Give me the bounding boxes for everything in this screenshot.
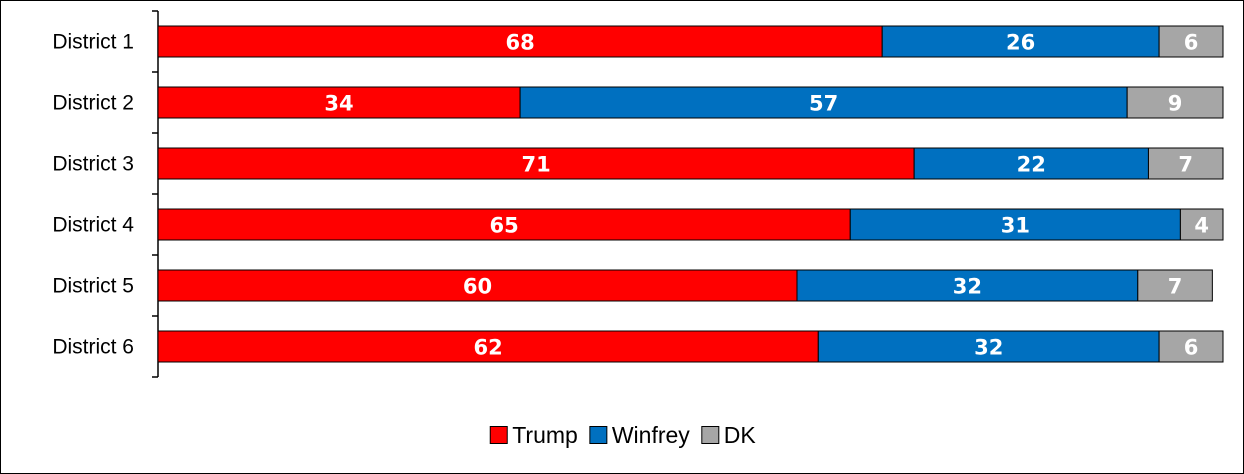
data-label-winfrey: 31 — [1001, 214, 1030, 238]
bar-dk — [1147, 147, 1224, 180]
bar-dk — [1137, 269, 1213, 302]
bar-trump — [157, 330, 819, 363]
legend: Trump Winfrey DK — [489, 422, 757, 448]
bar-trump — [157, 269, 798, 302]
data-label-dk: 7 — [1178, 153, 1193, 177]
bar-dk — [1126, 86, 1224, 119]
legend-label-winfrey: Winfrey — [612, 422, 690, 448]
data-label-dk: 9 — [1168, 92, 1183, 116]
bar-dk — [1158, 25, 1224, 58]
data-label-winfrey: 32 — [974, 336, 1003, 360]
bar-winfrey — [913, 147, 1149, 180]
bar-winfrey — [817, 330, 1160, 363]
bars — [157, 25, 1224, 363]
legend-label-dk: DK — [724, 422, 757, 448]
data-label-winfrey: 57 — [809, 92, 838, 116]
category-label: District 1 — [52, 31, 134, 54]
bar-trump — [157, 25, 883, 58]
bar-trump — [157, 147, 915, 180]
data-label-dk: 7 — [1168, 275, 1183, 299]
category-label: District 5 — [52, 275, 134, 298]
data-label-dk: 4 — [1194, 214, 1209, 238]
category-axis: District 1 District 2 District 3 District 4… — [52, 10, 159, 378]
category-label: District 4 — [52, 214, 134, 237]
bar-dk — [1179, 208, 1224, 241]
legend-swatch-winfrey — [589, 426, 608, 444]
data-label-winfrey: 22 — [1017, 153, 1046, 177]
category-label: District 6 — [52, 336, 134, 359]
data-label-trump: 62 — [474, 336, 503, 360]
data-label-trump: 65 — [490, 214, 519, 238]
data-label-trump: 68 — [505, 31, 534, 55]
data-label-dk: 6 — [1184, 336, 1199, 360]
bar-winfrey — [881, 25, 1160, 58]
data-label-trump: 60 — [463, 275, 492, 299]
legend-swatch-trump — [489, 426, 508, 444]
data-label-winfrey: 32 — [953, 275, 982, 299]
legend-label-trump: Trump — [512, 422, 578, 448]
legend-swatch-dk — [701, 426, 720, 444]
data-label-winfrey: 26 — [1006, 31, 1035, 55]
category-label: District 2 — [52, 92, 134, 115]
data-label-dk: 6 — [1184, 31, 1199, 55]
bar-winfrey — [796, 269, 1139, 302]
bar-winfrey — [849, 208, 1181, 241]
category-label: District 3 — [52, 153, 134, 176]
data-label-trump: 34 — [324, 92, 353, 116]
data-label-trump: 71 — [521, 153, 550, 177]
bar-dk — [1158, 330, 1224, 363]
data-labels: 68 26 6 34 57 9 71 22 7 65 31 4 60 32 7 62 32 6 — [324, 31, 1209, 360]
